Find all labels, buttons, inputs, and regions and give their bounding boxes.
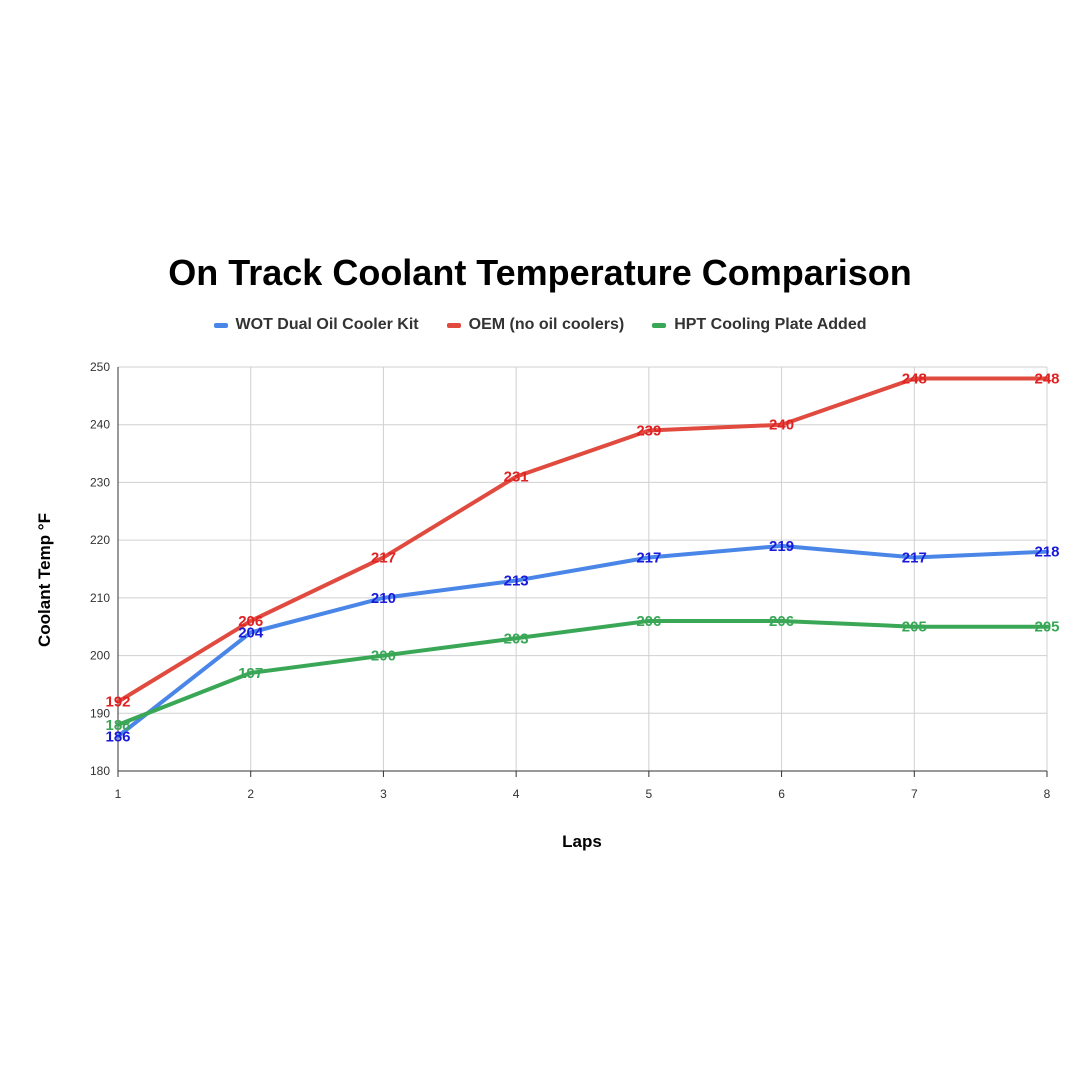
- chart-title: On Track Coolant Temperature Comparison: [168, 252, 912, 293]
- x-tick-label-4: 4: [513, 787, 520, 801]
- x-tick-label-1: 1: [115, 787, 122, 801]
- x-tick-label-7: 7: [911, 787, 918, 801]
- legend-item-wot[interactable]: WOT Dual Oil Cooler Kit: [213, 316, 419, 334]
- data-label-wot-dual-oil-cooler-kit-4: 213: [504, 573, 529, 590]
- y-tick-label-180: 180: [90, 764, 110, 778]
- data-label-oem-no-oil-coolers-8: 248: [1034, 371, 1059, 388]
- data-label-oem-no-oil-coolers-1: 192: [105, 694, 130, 711]
- data-label-wot-dual-oil-cooler-kit-5: 217: [636, 549, 661, 566]
- legend-swatch-hpt: [652, 322, 667, 328]
- series-line-wot-dual-oil-cooler-kit: [116, 543, 1049, 739]
- y-tick-label-220: 220: [90, 533, 110, 547]
- data-label-oem-no-oil-coolers-7: 248: [902, 371, 927, 388]
- data-label-wot-dual-oil-cooler-kit-8: 218: [1034, 544, 1059, 561]
- data-label-hpt-cooling-plate-added-4: 203: [504, 630, 529, 647]
- y-tick-label-190: 190: [90, 706, 110, 720]
- data-label-hpt-cooling-plate-added-1: 188: [105, 717, 130, 734]
- x-tick-label-5: 5: [646, 787, 653, 801]
- data-label-wot-dual-oil-cooler-kit-1: 186: [105, 728, 130, 745]
- data-label-oem-no-oil-coolers-5: 239: [636, 422, 661, 439]
- data-label-hpt-cooling-plate-added-6: 206: [769, 613, 794, 630]
- legend-label-oem: OEM (no oil coolers): [468, 316, 625, 333]
- data-label-oem-no-oil-coolers-3: 217: [371, 549, 396, 566]
- series-line-oem-no-oil-coolers: [116, 376, 1049, 704]
- x-tick-label-2: 2: [247, 787, 254, 801]
- legend-swatch-oem: [446, 322, 461, 328]
- legend-label-wot: WOT Dual Oil Cooler Kit: [235, 316, 419, 333]
- legend-swatch-wot: [213, 322, 228, 328]
- data-label-hpt-cooling-plate-added-8: 205: [1034, 619, 1059, 636]
- y-tick-label-250: 250: [90, 360, 110, 374]
- y-tick-label-210: 210: [90, 591, 110, 605]
- series-line-hpt-cooling-plate-added: [116, 618, 1049, 727]
- y-tick-label-230: 230: [90, 475, 110, 489]
- y-tick-label-200: 200: [90, 649, 110, 663]
- x-tick-label-6: 6: [778, 787, 785, 801]
- data-label-hpt-cooling-plate-added-3: 200: [371, 648, 396, 665]
- legend-label-hpt: HPT Cooling Plate Added: [674, 316, 867, 333]
- x-tick-label-8: 8: [1044, 787, 1051, 801]
- legend: WOT Dual Oil Cooler Kit OEM (no oil cool…: [0, 316, 1080, 334]
- data-label-wot-dual-oil-cooler-kit-6: 219: [769, 538, 794, 555]
- legend-item-hpt[interactable]: HPT Cooling Plate Added: [652, 316, 866, 334]
- data-label-wot-dual-oil-cooler-kit-2: 204: [238, 624, 264, 641]
- y-tick-label-240: 240: [90, 418, 110, 432]
- data-label-oem-no-oil-coolers-4: 231: [504, 469, 529, 486]
- legend-item-oem[interactable]: OEM (no oil coolers): [446, 316, 625, 334]
- x-tick-label-3: 3: [380, 787, 387, 801]
- data-label-oem-no-oil-coolers-2: 206: [238, 613, 263, 630]
- data-label-hpt-cooling-plate-added-2: 197: [238, 665, 263, 682]
- data-label-wot-dual-oil-cooler-kit-3: 210: [371, 590, 396, 607]
- x-axis-title: Laps: [562, 832, 602, 851]
- data-label-wot-dual-oil-cooler-kit-7: 217: [902, 549, 927, 566]
- data-label-oem-no-oil-coolers-6: 240: [769, 417, 794, 434]
- data-label-hpt-cooling-plate-added-5: 206: [636, 613, 661, 630]
- data-label-hpt-cooling-plate-added-7: 205: [902, 619, 927, 636]
